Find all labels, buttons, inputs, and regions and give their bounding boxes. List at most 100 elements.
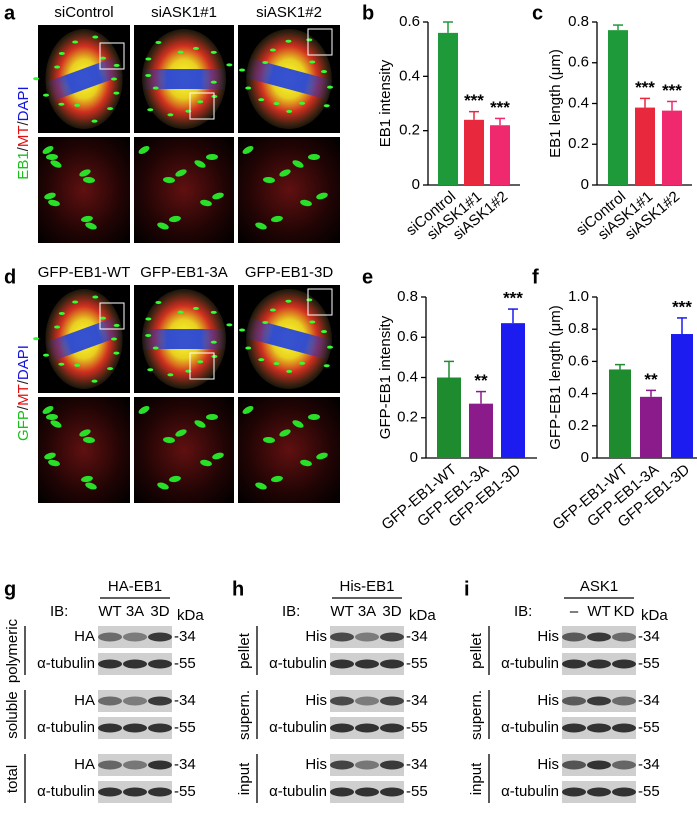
comet (286, 369, 293, 373)
marker-label: -34 (174, 756, 196, 773)
side-label-part: / (15, 120, 32, 125)
y-tick-label: 0.8 (568, 320, 589, 337)
blot-band (612, 723, 636, 733)
y-tick-label: 0 (581, 449, 589, 466)
comet (262, 60, 269, 64)
y-tick-label: 0.2 (568, 417, 589, 434)
comet (100, 316, 107, 320)
panel-letter: g (4, 578, 16, 600)
y-tick-label: 0.6 (399, 13, 420, 30)
comet (177, 310, 184, 314)
zoom-comet (85, 482, 97, 490)
zoom-comet (300, 199, 312, 207)
zoom-comet (292, 420, 304, 428)
zoom-comet (200, 459, 212, 467)
bar (671, 334, 693, 458)
column-label: siControl (54, 4, 113, 21)
comet (210, 80, 217, 84)
lane-label: 3A (126, 603, 144, 620)
blot-band (355, 696, 379, 706)
blot-band (148, 723, 172, 733)
zoom-comet (271, 215, 283, 223)
antibody-label: α-tubulin (269, 719, 327, 736)
marker-label: -55 (638, 783, 660, 800)
zoom-comet (50, 160, 62, 168)
comet (58, 362, 65, 366)
lane-label: 3A (358, 603, 376, 620)
y-axis-label: GFP-EB1 intensity (377, 315, 394, 439)
comet (72, 300, 79, 304)
antibody-label: HA (74, 628, 95, 645)
zoom-box (189, 352, 215, 380)
zoom-comet (206, 153, 218, 161)
zoom-comet (85, 222, 97, 230)
antibody-label: His (537, 628, 559, 645)
zoom-comet (263, 176, 275, 184)
antibody-label: α-tubulin (37, 783, 95, 800)
zoom-comet (279, 169, 291, 177)
y-tick-label: 0 (412, 176, 420, 193)
comet (111, 77, 117, 81)
group-label: input (468, 762, 485, 795)
blot-band (98, 696, 122, 706)
ib-label: IB: (514, 603, 532, 620)
antibody-label: α-tubulin (501, 783, 559, 800)
side-label-part: MT (15, 125, 32, 147)
blot-band (612, 659, 636, 669)
blot-band (380, 787, 404, 797)
blot-strip (330, 626, 404, 648)
cell-dna (44, 56, 124, 102)
side-label: GFP/MT/DAPI (15, 345, 32, 441)
comet (167, 373, 174, 377)
zoom-comet (79, 169, 91, 177)
blot-band (123, 760, 147, 770)
bar (469, 403, 493, 458)
comet (299, 361, 306, 365)
panel-letter: c (532, 2, 543, 24)
blot-band (98, 723, 122, 733)
comet (306, 298, 313, 302)
zoom-image (238, 137, 340, 243)
zoom-comet (255, 482, 267, 490)
blot-header: ASK1 (580, 578, 618, 595)
significance: ** (644, 370, 658, 389)
zoom-comet (81, 475, 93, 483)
blot-band (330, 723, 354, 733)
comet (74, 103, 81, 107)
blot-band (355, 760, 379, 770)
marker-label: -55 (406, 719, 428, 736)
blot-band (562, 787, 586, 797)
blot-band (148, 632, 172, 642)
y-tick-label: 0.8 (397, 288, 418, 305)
bar (438, 32, 458, 185)
zoom-comet (194, 160, 206, 168)
blot-band (330, 632, 354, 642)
zoom-comet (316, 192, 328, 200)
blot-band (148, 696, 172, 706)
comet (192, 306, 199, 310)
zoom-comet (308, 413, 320, 421)
zoom-box (99, 42, 125, 70)
comet (177, 50, 184, 54)
zoom-comet (46, 153, 58, 161)
comet (245, 346, 252, 350)
blot-band (587, 696, 611, 706)
blot-band (380, 760, 404, 770)
zoom-image (38, 137, 130, 243)
comet (226, 63, 233, 67)
zoom-comet (200, 199, 212, 207)
blot-band (587, 723, 611, 733)
zoom-comet (46, 413, 58, 421)
zoom-comet (79, 429, 91, 437)
comet (91, 379, 98, 383)
zoom-comet (157, 222, 169, 230)
antibody-label: α-tubulin (37, 655, 95, 672)
blot-band (123, 696, 147, 706)
y-tick-label: 0.8 (568, 13, 589, 30)
comet (258, 98, 265, 102)
side-label-part: / (15, 405, 32, 410)
zoom-comet (42, 146, 54, 154)
antibody-label: His (305, 628, 327, 645)
side-label-part: MT (15, 384, 32, 406)
comet (262, 320, 269, 324)
